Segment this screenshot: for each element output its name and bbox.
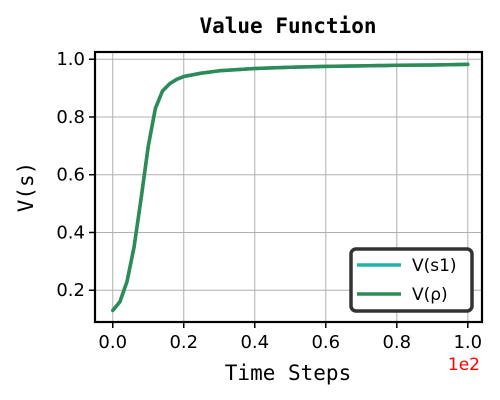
- legend-label-v-rho: V(ρ): [412, 285, 448, 305]
- x-offset-text: 1e2: [448, 355, 480, 375]
- y-tick-label: 0.4: [56, 222, 85, 243]
- axis-ticks: 0.0 0.2 0.4 0.6 0.8 1.0 0.2 0.4 0.6 0.8 1.0: [56, 49, 482, 353]
- y-tick-label: 0.2: [56, 280, 85, 301]
- grid-lines: [95, 52, 482, 322]
- series-layer: [111, 62, 470, 313]
- x-tick-label: 0.4: [240, 332, 269, 353]
- x-tick-label: 1.0: [453, 332, 482, 353]
- legend-label-v-s1: V(s1): [412, 256, 457, 276]
- x-tick-label: 0.2: [169, 332, 198, 353]
- x-tick-label: 0.6: [311, 332, 340, 353]
- y-tick-label: 0.8: [56, 107, 85, 128]
- series-line-v-rho: [111, 62, 470, 313]
- y-tick-label: 1.0: [56, 49, 85, 70]
- y-tick-label: 0.6: [56, 165, 85, 186]
- chart-title: Value Function: [199, 14, 376, 38]
- y-axis-label: V(s): [14, 162, 38, 213]
- x-tick-label: 0.0: [98, 332, 127, 353]
- legend: V(s1) V(ρ): [349, 247, 474, 313]
- x-axis-label: Time Steps: [225, 361, 351, 385]
- plot-frame: [93, 50, 484, 324]
- x-tick-label: 0.8: [382, 332, 411, 353]
